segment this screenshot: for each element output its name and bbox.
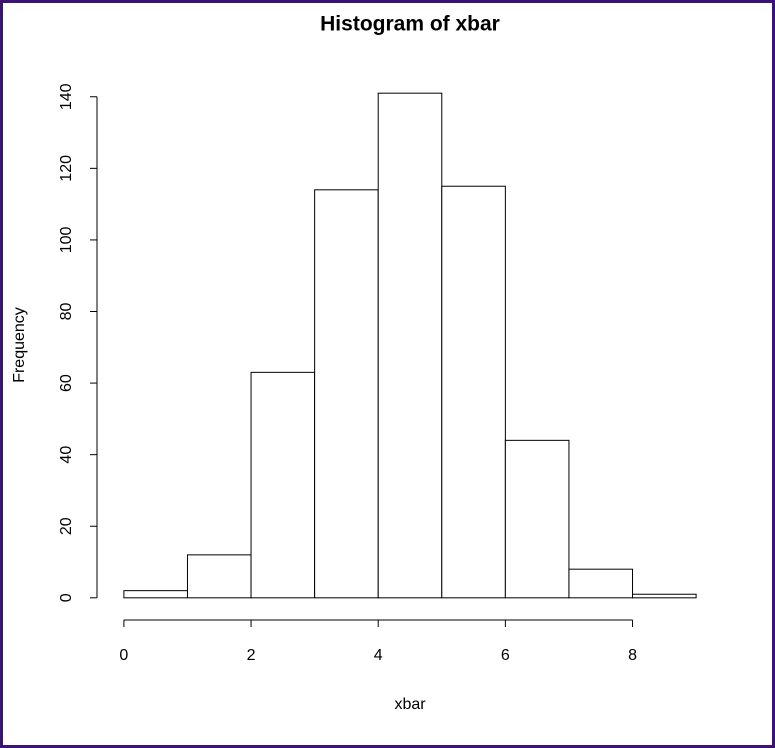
x-tick-label: 0 bbox=[119, 647, 128, 664]
bar bbox=[441, 185, 506, 599]
y-tick-label: 80 bbox=[58, 303, 75, 321]
y-tick-label: 40 bbox=[58, 446, 75, 464]
bar bbox=[314, 189, 379, 599]
y-tick-label: 100 bbox=[58, 226, 75, 253]
x-axis-label: xbar bbox=[394, 696, 426, 713]
bar bbox=[377, 92, 443, 599]
bar bbox=[568, 568, 634, 599]
bar bbox=[504, 439, 570, 599]
x-tick-label: 8 bbox=[628, 647, 637, 664]
y-axis-label: Frequency bbox=[11, 307, 28, 383]
x-tick-label: 6 bbox=[501, 647, 510, 664]
bar bbox=[123, 590, 188, 599]
chart-title: Histogram of xbar bbox=[320, 13, 500, 36]
y-tick-label: 60 bbox=[58, 374, 75, 392]
y-tick-label: 140 bbox=[58, 83, 75, 110]
bar bbox=[186, 554, 252, 599]
x-tick-label: 2 bbox=[247, 647, 256, 664]
y-tick-label: 0 bbox=[58, 593, 75, 602]
x-tick-label: 4 bbox=[374, 647, 383, 664]
y-tick-label: 120 bbox=[58, 155, 75, 182]
bar bbox=[632, 593, 697, 599]
y-tick-label: 20 bbox=[58, 517, 75, 535]
bar bbox=[250, 371, 316, 599]
